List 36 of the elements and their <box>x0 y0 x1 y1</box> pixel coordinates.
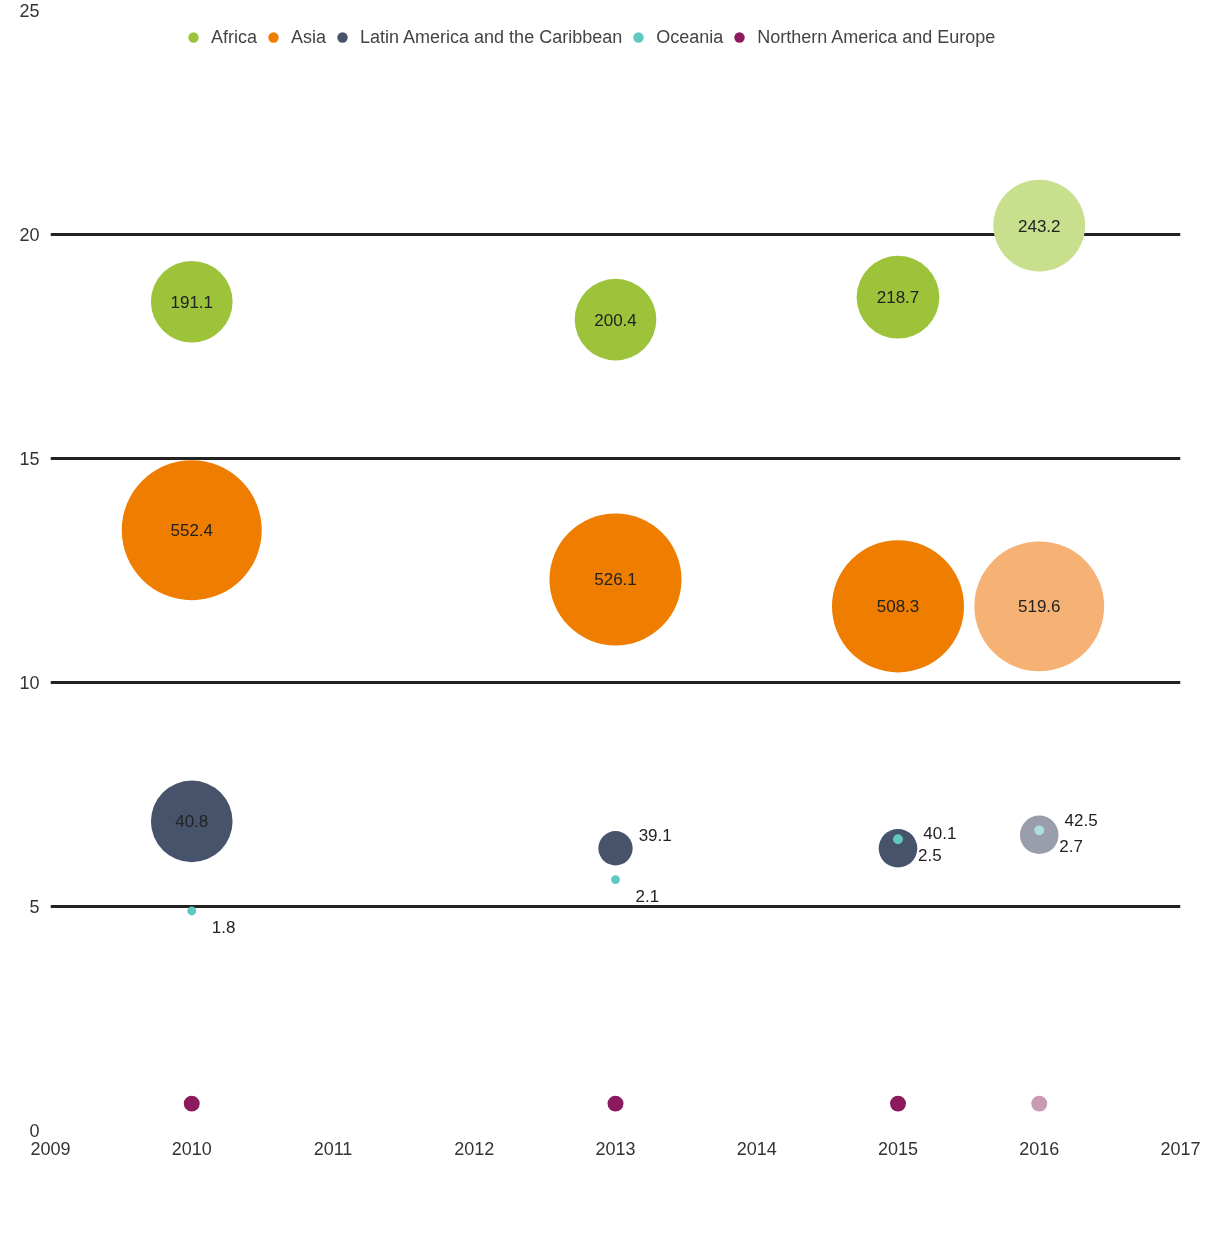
x-tick-label: 2010 <box>171 1138 212 1159</box>
annotation: 40.8 <box>175 812 209 832</box>
annotation: 2.5 <box>918 846 942 866</box>
legend-label: Oceania <box>656 26 724 48</box>
x-tick-label: 2017 <box>1160 1138 1201 1159</box>
x-tick-label: 2013 <box>595 1138 636 1159</box>
legend-label: Latin America and the Caribbean <box>360 26 623 48</box>
annotation: 200.4 <box>594 310 637 330</box>
annotation: 2.7 <box>1059 837 1083 857</box>
y-tick-label: 15 <box>19 449 40 469</box>
x-tick-label: 2016 <box>1019 1138 1060 1159</box>
y-tick-label: 20 <box>19 225 40 245</box>
annotation: 552.4 <box>170 521 214 541</box>
legend-label: Asia <box>291 26 327 48</box>
x-tick-label: 2015 <box>877 1138 919 1159</box>
x-tick-label: 2011 <box>313 1138 353 1159</box>
annotation: 2.1 <box>635 886 660 906</box>
x-tick-label: 2012 <box>454 1138 495 1159</box>
annotation: 42.5 <box>1064 810 1098 830</box>
annotation: 191.1 <box>170 292 214 312</box>
annotation: 526.1 <box>594 570 637 590</box>
annotation: 519.6 <box>1017 597 1061 617</box>
annotation: 1.8 <box>211 917 236 937</box>
annotation: 40.1 <box>923 823 957 843</box>
y-tick-label: 10 <box>19 673 40 693</box>
legend-label: Africa <box>211 26 258 48</box>
y-tick-label: 25 <box>19 1 40 21</box>
x-tick-label: 2014 <box>736 1138 777 1159</box>
annotation: 218.7 <box>876 288 920 308</box>
annotation: 39.1 <box>638 826 672 846</box>
y-tick-label: 5 <box>29 897 40 917</box>
annotation: 508.3 <box>876 597 920 617</box>
y-tick-label: 0 <box>29 1121 40 1141</box>
x-tick-label: 2009 <box>30 1138 71 1159</box>
annotation: 243.2 <box>1017 216 1061 236</box>
legend-label: Northern America and Europe <box>757 26 996 48</box>
